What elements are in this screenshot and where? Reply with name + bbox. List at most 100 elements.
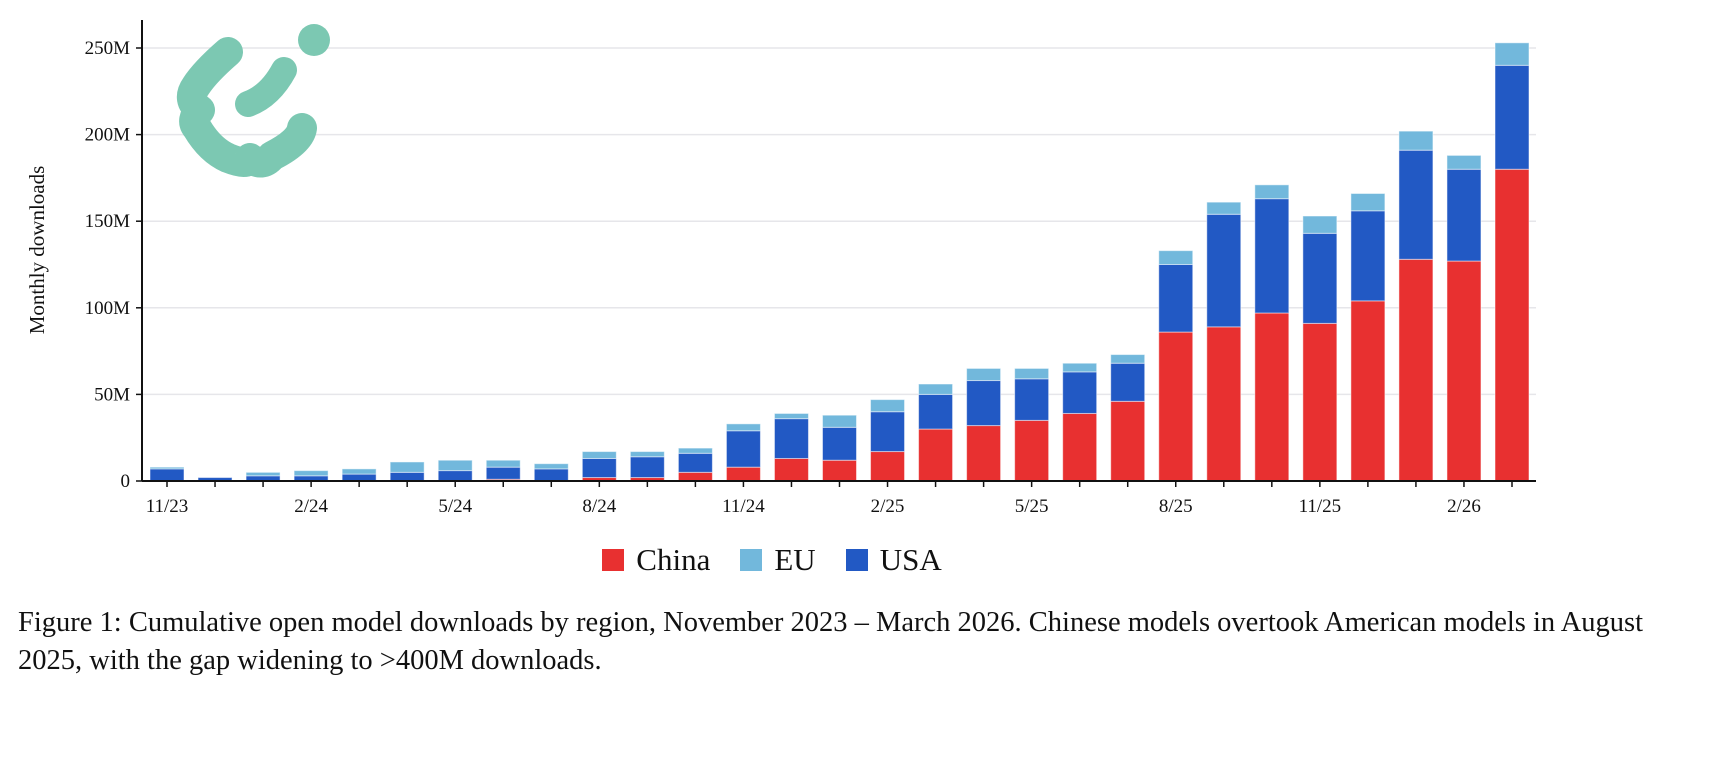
bar-usa-1/25 bbox=[822, 426, 857, 461]
bar-eu-10/24 bbox=[677, 447, 713, 454]
bar-eu-5/24 bbox=[437, 459, 473, 472]
bar-usa-5/25 bbox=[1014, 378, 1050, 421]
bar-usa-8/24 bbox=[581, 457, 617, 479]
x-tick-label: 2/24 bbox=[294, 496, 328, 517]
bar-eu-9/25 bbox=[1206, 201, 1242, 215]
bar-eu-2/24 bbox=[293, 470, 329, 477]
logo bbox=[176, 24, 330, 178]
bar-usa-12/25 bbox=[1350, 210, 1386, 302]
bar-usa-9/24 bbox=[629, 456, 665, 479]
legend-swatch bbox=[602, 549, 625, 571]
bar-china-11/25 bbox=[1302, 322, 1338, 482]
bar-eu-3/26 bbox=[1494, 42, 1530, 66]
bar-china-11/24 bbox=[725, 466, 761, 482]
bar-eu-1/24 bbox=[245, 471, 281, 477]
bar-usa-7/25 bbox=[1110, 362, 1146, 402]
legend-item-china: China bbox=[602, 542, 710, 578]
bar-eu-5/25 bbox=[1014, 367, 1050, 380]
y-axis-label: Monthly downloads bbox=[25, 166, 49, 335]
bar-eu-1/25 bbox=[822, 414, 857, 428]
legend-item-usa: USA bbox=[845, 542, 942, 578]
x-tick-label: 11/25 bbox=[1299, 496, 1342, 517]
y-tick-label: 250M bbox=[85, 38, 131, 59]
x-tick-label: 2/26 bbox=[1447, 496, 1481, 517]
x-tick-label: 5/24 bbox=[438, 496, 472, 517]
bar-china-8/25 bbox=[1158, 331, 1194, 482]
bar-eu-4/24 bbox=[389, 461, 425, 473]
y-tick-label: 200M bbox=[85, 125, 131, 146]
bar-eu-6/24 bbox=[485, 459, 521, 468]
figure-caption: Figure 1: Cumulative open model download… bbox=[18, 607, 1644, 676]
bar-usa-12/24 bbox=[773, 418, 809, 459]
legend-swatch bbox=[845, 549, 868, 571]
legend: China EU USA bbox=[0, 542, 1544, 578]
legend-label: China bbox=[636, 542, 711, 577]
bar-eu-12/24 bbox=[773, 412, 809, 420]
bar-usa-1/26 bbox=[1398, 149, 1434, 260]
bar-eu-9/24 bbox=[629, 451, 665, 458]
bar-usa-4/25 bbox=[966, 380, 1002, 427]
bar-usa-3/25 bbox=[918, 393, 954, 430]
bar-china-1/26 bbox=[1398, 258, 1434, 482]
bar-china-3/25 bbox=[918, 428, 954, 482]
axes: 0 50M 100M 150M 200M 250M 11/23 2/24 5/24 8/24 11/… bbox=[85, 20, 1536, 517]
bar-eu-11/24 bbox=[725, 423, 761, 432]
bar-eu-8/24 bbox=[581, 451, 617, 459]
bar-china-2/26 bbox=[1446, 260, 1482, 482]
bar-china-3/26 bbox=[1494, 168, 1530, 482]
y-tick-label: 0 bbox=[121, 471, 131, 492]
bar-usa-11/23 bbox=[149, 468, 185, 482]
bar-china-2/25 bbox=[870, 451, 906, 482]
bar-usa-3/24 bbox=[341, 473, 377, 482]
bar-china-5/25 bbox=[1014, 419, 1050, 482]
bar-eu-7/24 bbox=[533, 463, 569, 470]
bar-usa-10/25 bbox=[1254, 198, 1290, 314]
x-tick-label: 11/23 bbox=[146, 496, 189, 517]
bar-usa-10/24 bbox=[677, 452, 713, 473]
bar-eu-3/24 bbox=[341, 468, 377, 475]
bar-china-7/25 bbox=[1110, 400, 1146, 482]
bar-usa-6/25 bbox=[1062, 371, 1098, 414]
bar-eu-3/25 bbox=[918, 383, 954, 395]
x-tick-label: 2/25 bbox=[871, 496, 905, 517]
bar-eu-11/23 bbox=[149, 466, 185, 470]
bar-eu-10/25 bbox=[1254, 184, 1290, 200]
bar-china-10/24 bbox=[677, 471, 713, 482]
legend-label: USA bbox=[879, 542, 942, 577]
bar-usa-11/24 bbox=[725, 430, 761, 468]
bar-eu-4/25 bbox=[966, 367, 1002, 382]
bar-usa-4/24 bbox=[389, 471, 425, 482]
bar-china-12/24 bbox=[773, 457, 809, 482]
bar-china-6/25 bbox=[1062, 412, 1098, 482]
y-tick-label: 150M bbox=[85, 211, 131, 232]
bar-usa-7/24 bbox=[533, 468, 569, 482]
legend-swatch bbox=[740, 549, 763, 571]
bar-eu-1/26 bbox=[1398, 130, 1434, 151]
bar-usa-2/25 bbox=[870, 411, 906, 453]
bar-eu-6/25 bbox=[1062, 362, 1098, 373]
x-tick-label: 8/24 bbox=[582, 496, 616, 517]
bar-usa-9/25 bbox=[1206, 213, 1242, 328]
x-tick-label: 5/25 bbox=[1015, 496, 1049, 517]
bar-eu-2/25 bbox=[870, 399, 906, 413]
bar-china-4/25 bbox=[966, 425, 1002, 482]
bar-usa-6/24 bbox=[485, 466, 521, 480]
bar-usa-11/25 bbox=[1302, 232, 1338, 324]
bar-usa-3/26 bbox=[1494, 64, 1530, 170]
bar-eu-11/25 bbox=[1302, 215, 1338, 234]
bar-china-10/25 bbox=[1254, 312, 1290, 482]
bars bbox=[149, 42, 1530, 482]
legend-item-eu: EU bbox=[740, 542, 816, 578]
bar-china-1/25 bbox=[822, 459, 857, 482]
bar-eu-2/26 bbox=[1446, 154, 1482, 170]
bar-china-9/25 bbox=[1206, 326, 1242, 482]
x-tick-label: 11/24 bbox=[722, 496, 765, 517]
bar-usa-2/26 bbox=[1446, 168, 1482, 262]
bar-eu-8/25 bbox=[1158, 250, 1194, 265]
bar-usa-8/25 bbox=[1158, 264, 1194, 333]
bar-eu-12/25 bbox=[1350, 192, 1386, 212]
y-tick-label: 100M bbox=[85, 298, 131, 319]
bar-eu-7/25 bbox=[1110, 354, 1146, 364]
y-tick-label: 50M bbox=[94, 384, 130, 405]
bar-china-12/25 bbox=[1350, 300, 1386, 482]
